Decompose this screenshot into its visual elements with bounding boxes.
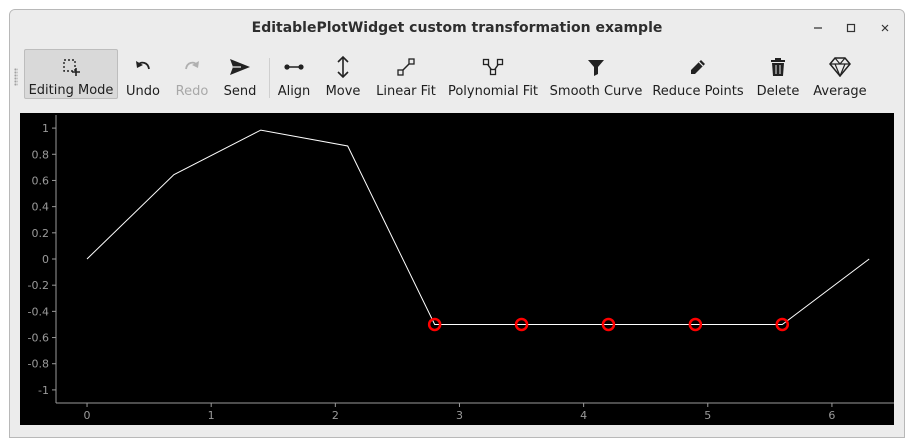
- plot-area[interactable]: 1 0.8 0.6 0.4 0.2 0 -0.2 -0.4 -0.6 -0.8 -1 0 1 2 3 4 5 6: [20, 113, 894, 425]
- x-tick-label: 3: [456, 409, 463, 422]
- align-label: Align: [277, 84, 311, 99]
- diamond-icon: [829, 56, 851, 77]
- line-chart[interactable]: 1 0.8 0.6 0.4 0.2 0 -0.2 -0.4 -0.6 -0.8 -1 0 1 2 3 4 5 6: [20, 113, 894, 425]
- y-tick-label: -0.8: [28, 358, 49, 371]
- maximize-icon: [846, 23, 856, 33]
- selected-point-marker[interactable]: [427, 317, 442, 332]
- linear-fit-label: Linear Fit: [376, 84, 436, 99]
- window-title: EditablePlotWidget custom transformation…: [251, 20, 663, 36]
- selected-point-markers[interactable]: [427, 317, 790, 332]
- average-button[interactable]: Average: [810, 49, 870, 99]
- smooth-curve-button[interactable]: Smooth Curve: [549, 49, 643, 99]
- y-tick-label: 0.8: [32, 148, 50, 161]
- title-bar[interactable]: EditablePlotWidget custom transformation…: [10, 10, 904, 46]
- chart-axes: [55, 115, 894, 404]
- y-tick-label: 1: [42, 122, 49, 135]
- trash-icon: [771, 57, 785, 76]
- x-tick-label: 4: [580, 409, 587, 422]
- pencil-icon: [691, 59, 705, 74]
- move-button[interactable]: Move: [323, 49, 363, 99]
- align-icon: [284, 63, 304, 70]
- select-add-icon: [63, 58, 80, 76]
- selected-point-marker[interactable]: [514, 317, 529, 332]
- y-tick-label: 0.6: [32, 174, 50, 187]
- x-tick-label: 6: [828, 409, 835, 422]
- undo-button[interactable]: Undo: [123, 49, 163, 99]
- x-tick-label: 2: [332, 409, 339, 422]
- minimize-button[interactable]: [806, 16, 830, 40]
- move-vertical-icon: [337, 55, 349, 78]
- y-tick-label: 0.4: [32, 201, 50, 214]
- linear-fit-icon: [397, 57, 415, 76]
- close-button[interactable]: [873, 16, 897, 40]
- editing-mode-button[interactable]: Editing Mode: [24, 49, 118, 99]
- y-tick-label: -1: [38, 384, 49, 397]
- toolbar: Editing Mode Undo Redo: [10, 48, 904, 104]
- smooth-curve-label: Smooth Curve: [549, 84, 643, 99]
- undo-icon: [136, 60, 150, 69]
- x-tick-label: 1: [208, 409, 215, 422]
- app-window: EditablePlotWidget custom transformation…: [9, 9, 905, 438]
- editing-mode-label: Editing Mode: [28, 83, 114, 98]
- filter-icon: [588, 59, 604, 76]
- redo-label: Redo: [175, 84, 209, 99]
- average-label: Average: [813, 84, 867, 99]
- x-tick-label: 0: [84, 409, 91, 422]
- selected-point-marker[interactable]: [775, 317, 790, 332]
- toolbar-grip[interactable]: [14, 68, 18, 86]
- send-button[interactable]: Send: [220, 49, 260, 99]
- y-tick-label: -0.4: [28, 305, 49, 318]
- x-tick-label: 5: [704, 409, 711, 422]
- undo-label: Undo: [126, 84, 160, 99]
- y-tick-label: 0: [42, 253, 49, 266]
- polynomial-fit-icon: [482, 58, 504, 75]
- send-label: Send: [223, 84, 257, 99]
- minimize-icon: [814, 27, 822, 29]
- send-icon: [230, 58, 250, 75]
- reduce-points-button[interactable]: Reduce Points: [652, 49, 744, 99]
- linear-fit-button[interactable]: Linear Fit: [374, 49, 438, 99]
- y-tick-label: -0.6: [28, 332, 49, 345]
- redo-button[interactable]: Redo: [172, 49, 212, 99]
- polynomial-fit-button[interactable]: Polynomial Fit: [447, 49, 539, 99]
- maximize-button[interactable]: [839, 16, 863, 40]
- delete-label: Delete: [756, 84, 800, 99]
- y-tick-label: -0.2: [28, 279, 49, 292]
- y-tick-label: 0.2: [32, 227, 50, 240]
- align-button[interactable]: Align: [274, 49, 314, 99]
- selected-point-marker[interactable]: [601, 317, 616, 332]
- selected-point-marker[interactable]: [688, 317, 703, 332]
- polynomial-fit-label: Polynomial Fit: [447, 84, 539, 99]
- reduce-points-label: Reduce Points: [652, 84, 744, 99]
- close-icon: [881, 24, 889, 32]
- delete-button[interactable]: Delete: [754, 49, 802, 99]
- toolbar-separator: [269, 58, 270, 98]
- series-line[interactable]: [86, 129, 870, 325]
- redo-icon: [185, 60, 199, 69]
- chart-series[interactable]: [86, 129, 870, 325]
- move-label: Move: [325, 84, 361, 99]
- chart-ticks: 1 0.8 0.6 0.4 0.2 0 -0.2 -0.4 -0.6 -0.8 -1 0 1 2 3 4 5 6: [28, 122, 836, 422]
